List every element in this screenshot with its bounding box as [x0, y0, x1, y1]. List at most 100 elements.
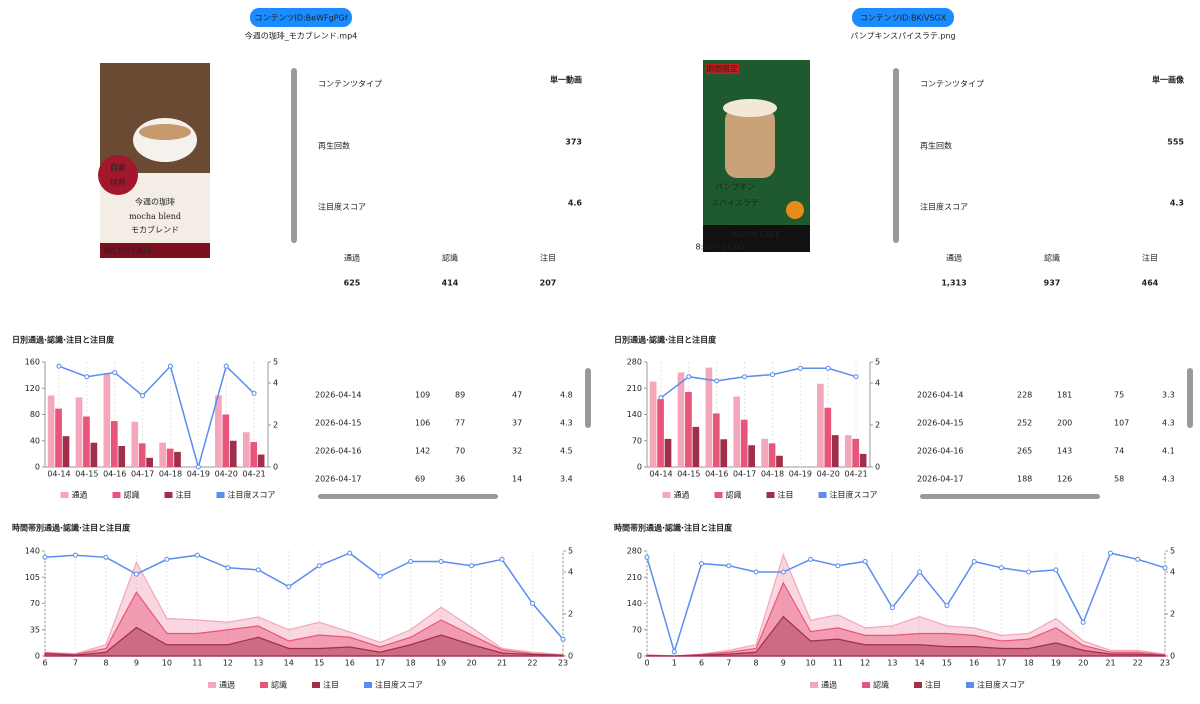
x-tick-label: 04-17 — [131, 470, 154, 479]
score-point — [42, 554, 48, 560]
score-point — [347, 550, 353, 556]
bar — [83, 416, 90, 467]
x-tick-label: 04-15 — [677, 470, 700, 479]
table-cell: 4.3 — [560, 419, 573, 428]
info-label: コンテンツタイプ — [318, 80, 382, 89]
scrollbar-thumb[interactable] — [291, 68, 297, 243]
legend-swatch — [216, 492, 225, 498]
y-tick-label: 280 — [627, 358, 642, 367]
table-scrollbar-h[interactable] — [920, 494, 1100, 499]
legend-label: 注目度スコア — [375, 680, 423, 690]
bar — [720, 439, 728, 467]
y2-tick-label: 5 — [875, 358, 880, 367]
table-cell: 2026-04-17 — [917, 475, 964, 484]
score-point — [195, 464, 201, 470]
table-cell: 4.5 — [560, 447, 573, 456]
bar — [62, 436, 70, 467]
score-point — [225, 565, 231, 571]
x-tick-label: 15 — [314, 659, 324, 668]
info-label: 注目度スコア — [920, 202, 968, 212]
score-point — [103, 554, 109, 560]
stat-label: 通過 — [946, 253, 962, 263]
score-point — [889, 605, 895, 611]
thumbnail-coffee — [139, 124, 191, 140]
x-tick-label: 1 — [672, 659, 677, 668]
legend-label: 注目度スコア — [977, 680, 1025, 690]
x-tick-label: 23 — [558, 659, 568, 668]
legend-swatch — [766, 492, 775, 498]
score-point — [72, 552, 78, 558]
table-cell: 74 — [1114, 447, 1124, 456]
score-line — [660, 367, 857, 399]
y2-tick-label: 2 — [568, 610, 573, 619]
table-scrollbar-v[interactable] — [1187, 368, 1193, 428]
legend-label: 注目 — [778, 490, 794, 500]
x-tick-label: 12 — [860, 659, 870, 668]
score-point — [223, 363, 229, 369]
score-point — [699, 561, 705, 567]
legend-swatch — [312, 682, 320, 688]
y-tick-label: 70 — [632, 625, 642, 634]
table-cell: 2026-04-15 — [315, 419, 362, 428]
stat-value: 414 — [442, 279, 459, 288]
table-cell: 37 — [512, 419, 522, 428]
bar — [831, 435, 839, 467]
score-point — [686, 374, 692, 380]
bar — [657, 399, 664, 467]
score-point — [944, 603, 950, 609]
bar — [817, 383, 824, 467]
score-point — [671, 649, 677, 655]
y2-tick-label: 0 — [875, 463, 880, 472]
legend-swatch — [714, 492, 723, 498]
x-tick-label: 13 — [887, 659, 897, 668]
thumbnail-badge — [98, 155, 138, 195]
x-tick-label: 18 — [1024, 659, 1034, 668]
scrollbar-thumb[interactable] — [893, 68, 899, 243]
score-point — [658, 395, 664, 401]
table-scrollbar-v[interactable] — [585, 368, 591, 428]
y-tick-label: 0 — [35, 652, 40, 661]
y-tick-label: 70 — [632, 436, 642, 445]
x-tick-label: 04-21 — [844, 470, 867, 479]
legend-swatch — [112, 492, 121, 498]
table-cell: 2026-04-14 — [315, 391, 362, 400]
score-point — [140, 393, 146, 399]
file-name: 今週の珈琲_モカブレンド.mp4 — [245, 31, 358, 41]
content-id: コンテンツID:BKiVSGX — [860, 14, 947, 23]
content-id-badge[interactable] — [250, 8, 352, 27]
y2-tick-label: 5 — [1170, 547, 1175, 556]
table-cell: 2026-04-17 — [315, 475, 362, 484]
legend-swatch — [818, 492, 827, 498]
table-cell: 126 — [1057, 475, 1072, 484]
legend-label: 通過 — [219, 680, 235, 690]
legend-label: 通過 — [674, 490, 690, 500]
y-tick-label: 0 — [637, 463, 642, 472]
info-label: 再生回数 — [920, 141, 952, 151]
x-tick-label: 04-14 — [649, 470, 672, 479]
bar — [257, 454, 265, 467]
legend-label: 認識 — [124, 490, 140, 500]
file-name: パンプキンスパイスラテ.png — [850, 32, 955, 41]
table-cell: 188 — [1017, 475, 1032, 484]
legend-swatch — [164, 492, 173, 498]
x-tick-label: 22 — [1133, 659, 1143, 668]
table-cell: 109 — [415, 391, 430, 400]
y2-tick-label: 0 — [568, 652, 573, 661]
table-cell: 70 — [455, 447, 465, 456]
image-text: モカブレンド — [131, 225, 179, 235]
score-point — [530, 601, 536, 606]
info-label: 再生回数 — [318, 141, 350, 151]
x-tick-label: 04-15 — [75, 470, 98, 479]
table-scrollbar-h[interactable] — [318, 494, 498, 499]
y2-tick-label: 2 — [1170, 610, 1175, 619]
legend-label: 通過 — [821, 680, 837, 690]
score-point — [84, 374, 90, 380]
x-tick-label: 14 — [284, 659, 294, 668]
image-text: スパイスラテ — [711, 199, 759, 208]
score-point — [251, 391, 257, 396]
content-id-badge[interactable] — [852, 8, 954, 27]
score-point — [1026, 569, 1032, 575]
x-tick-label: 7 — [73, 659, 78, 668]
y2-tick-label: 0 — [1170, 652, 1175, 661]
image-text: 自家 — [110, 162, 126, 172]
